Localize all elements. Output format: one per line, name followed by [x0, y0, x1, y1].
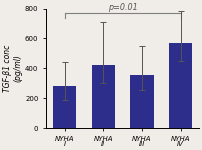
- Bar: [92, 65, 115, 128]
- Y-axis label: TGF-β1 conc
(pg/ml): TGF-β1 conc (pg/ml): [3, 45, 22, 92]
- Bar: [169, 43, 192, 128]
- Text: p=0.01: p=0.01: [108, 3, 138, 12]
- Bar: [130, 75, 154, 128]
- Bar: [53, 85, 76, 128]
